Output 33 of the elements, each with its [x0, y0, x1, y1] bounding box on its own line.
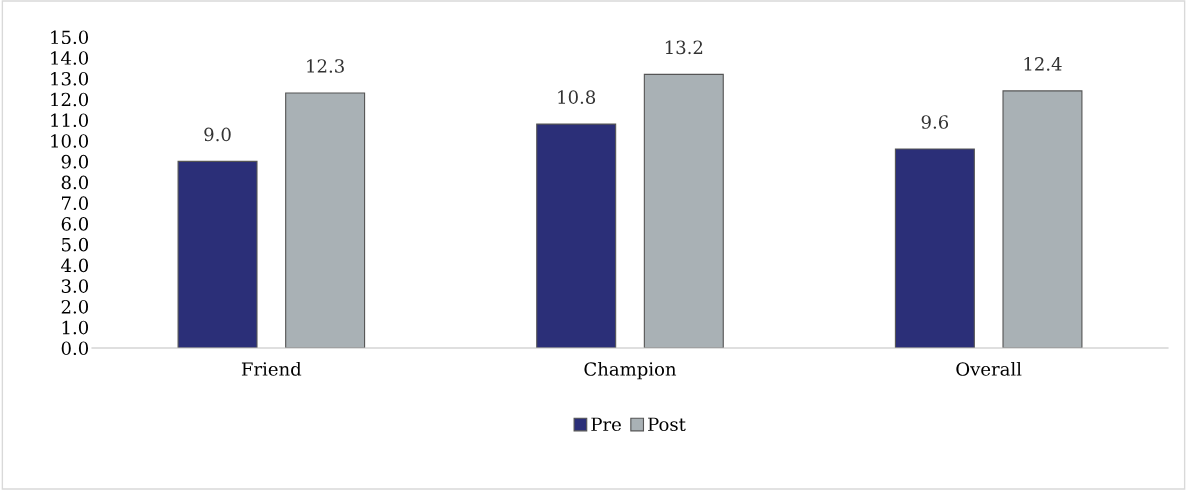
data-label: 9.6	[921, 115, 949, 129]
x-tick-label: Champion	[584, 361, 677, 380]
data-label: 9.0	[204, 127, 231, 142]
y-tick-label: 6.0	[61, 217, 89, 231]
legend-label: Pre	[591, 417, 621, 432]
y-tick-label: 2.0	[61, 299, 89, 314]
bar	[177, 160, 258, 348]
x-tick-label: Overall	[956, 361, 1022, 376]
y-tick-label: 11.0	[51, 113, 89, 128]
bar	[536, 123, 617, 348]
y-tick-label: 3.0	[61, 279, 89, 293]
y-tick-label: 7.0	[62, 196, 89, 210]
y-tick-label: 13.0	[51, 71, 89, 86]
y-tick-label: 0.0	[61, 341, 89, 356]
y-tick-label: 14.0	[51, 51, 89, 65]
legend-label: Post	[648, 417, 686, 432]
y-tick-label: 9.0	[61, 154, 89, 169]
y-tick-label: 5.0	[62, 237, 89, 252]
bar	[643, 73, 724, 348]
y-tick-label: 10.0	[51, 134, 89, 148]
y-tick-label: 12.0	[51, 92, 89, 107]
x-tick-label: Friend	[241, 361, 302, 376]
y-tick-label: 4.0	[61, 258, 89, 273]
y-tick-label: 15.0	[51, 30, 89, 45]
y-tick-label: 1.0	[62, 320, 89, 335]
bar	[894, 148, 975, 348]
y-tick-label: 8.0	[61, 175, 89, 190]
bar	[1002, 90, 1083, 348]
data-label: 10.8	[558, 90, 596, 104]
bar	[285, 92, 366, 348]
data-label: 13.2	[665, 40, 703, 55]
data-label: 12.3	[307, 59, 344, 73]
data-label: 12.4	[1024, 57, 1062, 71]
